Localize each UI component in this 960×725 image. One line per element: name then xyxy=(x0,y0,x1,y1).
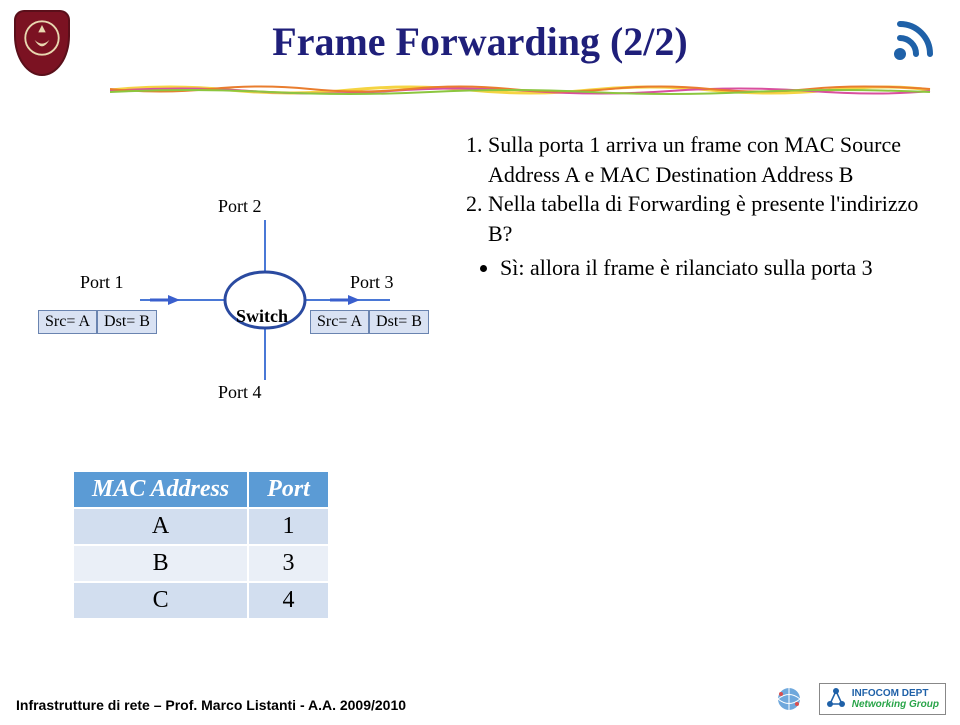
bullet-1: Sulla porta 1 arriva un frame con MAC So… xyxy=(488,130,930,189)
table-cell-addr: A xyxy=(73,508,248,545)
col-mac: MAC Address xyxy=(73,471,248,508)
frame-port1: Src= A Dst= B xyxy=(38,310,157,334)
sub-bullet-1: Sì: allora il frame è rilanciato sulla p… xyxy=(500,253,930,283)
network-icon xyxy=(826,686,846,712)
forwarding-table: MAC Address Port A1B3C4 xyxy=(72,470,330,620)
table-cell-addr: B xyxy=(73,545,248,582)
frame-port3: Src= A Dst= B xyxy=(310,310,429,334)
logo-line1: INFOCOM DEPT xyxy=(852,688,939,699)
footer-text: Infrastrutture di rete – Prof. Marco Lis… xyxy=(16,697,406,713)
port2-label: Port 2 xyxy=(218,196,262,217)
footer-logos: INFOCOM DEPT Networking Group xyxy=(771,683,946,715)
port4-label: Port 4 xyxy=(218,382,262,403)
table-cell-addr: C xyxy=(73,582,248,619)
switch-label: Switch xyxy=(236,306,288,327)
frame1-src: Src= A xyxy=(38,310,97,334)
switch-diagram: Port 2 Port 1 Port 3 Port 4 Switch Src= … xyxy=(20,120,450,430)
infocom-globe-icon xyxy=(771,684,807,714)
frame3-src: Src= A xyxy=(310,310,369,334)
col-port: Port xyxy=(248,471,329,508)
port3-label: Port 3 xyxy=(350,272,394,293)
port1-label: Port 1 xyxy=(80,272,124,293)
table-cell-port: 1 xyxy=(248,508,329,545)
slide-title: Frame Forwarding (2/2) xyxy=(0,18,960,65)
table-cell-port: 3 xyxy=(248,545,329,582)
explanation-text: Sulla porta 1 arriva un frame con MAC So… xyxy=(460,130,930,282)
table-cell-port: 4 xyxy=(248,582,329,619)
frame1-dst: Dst= B xyxy=(97,310,157,334)
bullet-2: Nella tabella di Forwarding è presente l… xyxy=(488,189,930,248)
frame3-dst: Dst= B xyxy=(369,310,429,334)
title-underline xyxy=(110,82,932,96)
logo-line2: Networking Group xyxy=(852,699,939,710)
infocom-logo: INFOCOM DEPT Networking Group xyxy=(819,683,946,715)
